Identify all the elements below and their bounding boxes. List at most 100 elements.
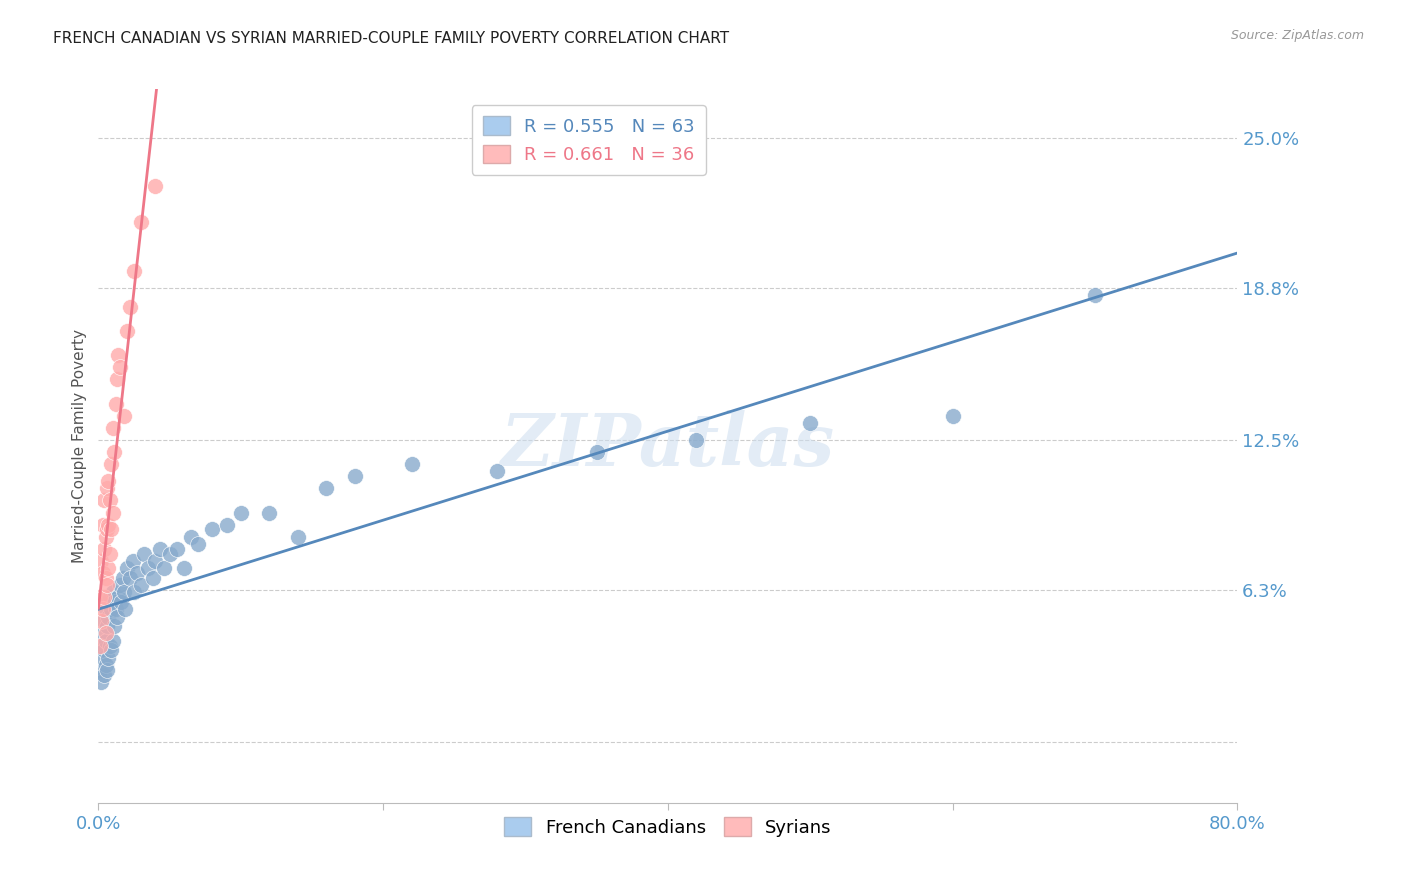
- Point: [103, 595, 125, 609]
- Text: Source: ZipAtlas.com: Source: ZipAtlas.com: [1230, 29, 1364, 42]
- Point: [90, 674, 112, 689]
- Point: [96, 481, 118, 495]
- Point: [94, 571, 117, 585]
- Point: [101, 506, 124, 520]
- Point: [94, 602, 117, 616]
- Point: [90, 639, 112, 653]
- Point: [104, 397, 127, 411]
- Point: [121, 554, 143, 568]
- Point: [115, 324, 138, 338]
- Point: [112, 585, 135, 599]
- Point: [98, 590, 121, 604]
- Point: [799, 416, 821, 430]
- Point: [94, 657, 117, 672]
- Point: [145, 554, 167, 568]
- Point: [111, 571, 134, 585]
- Point: [343, 469, 366, 483]
- Point: [97, 474, 120, 488]
- Point: [97, 650, 120, 665]
- Point: [187, 537, 209, 551]
- Point: [114, 602, 136, 616]
- Point: [201, 523, 224, 537]
- Legend: French Canadians, Syrians: French Canadians, Syrians: [496, 810, 839, 844]
- Point: [93, 643, 115, 657]
- Point: [90, 615, 112, 629]
- Point: [129, 578, 152, 592]
- Point: [96, 663, 118, 677]
- Point: [98, 493, 121, 508]
- Point: [91, 517, 114, 532]
- Point: [93, 615, 115, 629]
- Point: [104, 602, 127, 616]
- Point: [287, 530, 309, 544]
- Point: [101, 421, 124, 435]
- Point: [96, 523, 118, 537]
- Point: [180, 530, 202, 544]
- Point: [173, 561, 195, 575]
- Point: [141, 571, 163, 585]
- Point: [1084, 288, 1107, 302]
- Text: FRENCH CANADIAN VS SYRIAN MARRIED-COUPLE FAMILY POVERTY CORRELATION CHART: FRENCH CANADIAN VS SYRIAN MARRIED-COUPLE…: [53, 31, 730, 46]
- Point: [91, 566, 114, 580]
- Point: [166, 541, 188, 556]
- Point: [229, 506, 252, 520]
- Point: [97, 561, 120, 575]
- Y-axis label: Married-Couple Family Poverty: Married-Couple Family Poverty: [72, 329, 87, 563]
- Point: [118, 571, 141, 585]
- Point: [108, 578, 131, 592]
- Point: [115, 561, 138, 575]
- Point: [108, 360, 131, 375]
- Point: [136, 561, 159, 575]
- Point: [585, 445, 607, 459]
- Point: [100, 602, 122, 616]
- Point: [942, 409, 965, 423]
- Point: [100, 457, 122, 471]
- Point: [105, 609, 128, 624]
- Point: [91, 650, 114, 665]
- Point: [94, 633, 117, 648]
- Point: [153, 561, 176, 575]
- Point: [110, 595, 132, 609]
- Point: [96, 595, 118, 609]
- Point: [89, 663, 111, 677]
- Point: [100, 523, 122, 537]
- Point: [90, 554, 112, 568]
- Point: [118, 300, 141, 314]
- Point: [159, 547, 181, 561]
- Point: [486, 464, 509, 478]
- Point: [122, 585, 145, 599]
- Point: [103, 619, 125, 633]
- Point: [149, 541, 172, 556]
- Point: [98, 547, 121, 561]
- Point: [97, 517, 120, 532]
- Point: [97, 609, 120, 624]
- Point: [89, 639, 111, 653]
- Point: [215, 517, 238, 532]
- Point: [685, 433, 707, 447]
- Point: [101, 633, 124, 648]
- Point: [107, 348, 129, 362]
- Point: [91, 626, 114, 640]
- Point: [96, 619, 118, 633]
- Point: [107, 590, 129, 604]
- Point: [93, 667, 115, 681]
- Point: [401, 457, 423, 471]
- Point: [145, 178, 167, 193]
- Point: [93, 493, 115, 508]
- Point: [94, 626, 117, 640]
- Point: [315, 481, 337, 495]
- Point: [122, 263, 145, 277]
- Point: [100, 643, 122, 657]
- Point: [103, 445, 125, 459]
- Point: [93, 590, 115, 604]
- Point: [125, 566, 148, 580]
- Point: [93, 541, 115, 556]
- Point: [96, 578, 118, 592]
- Point: [259, 506, 281, 520]
- Point: [94, 530, 117, 544]
- Point: [101, 585, 124, 599]
- Point: [98, 639, 121, 653]
- Text: ZIPatlas: ZIPatlas: [501, 410, 835, 482]
- Point: [105, 372, 128, 386]
- Point: [132, 547, 155, 561]
